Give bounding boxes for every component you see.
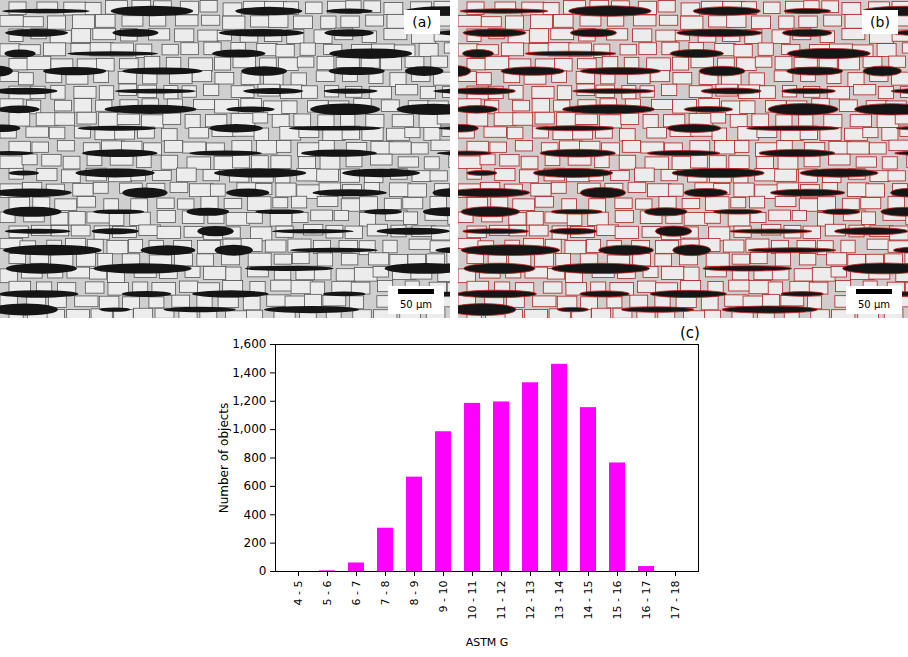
svg-text:16 - 17: 16 - 17 (640, 581, 653, 620)
svg-text:1,600: 1,600 (232, 337, 266, 351)
svg-text:15 - 16: 15 - 16 (611, 581, 624, 620)
svg-text:7 - 8: 7 - 8 (379, 581, 392, 606)
svg-text:1,200: 1,200 (232, 394, 266, 408)
svg-text:14 - 15: 14 - 15 (582, 581, 595, 620)
svg-text:1,400: 1,400 (232, 366, 266, 380)
svg-text:13 - 14: 13 - 14 (553, 581, 566, 620)
svg-text:50 μm: 50 μm (858, 299, 890, 310)
svg-text:400: 400 (244, 508, 267, 522)
svg-text:50 μm: 50 μm (400, 299, 432, 310)
svg-text:600: 600 (244, 479, 267, 493)
svg-text:1,000: 1,000 (232, 422, 266, 436)
svg-text:(a): (a) (412, 14, 432, 30)
svg-text:4 - 5: 4 - 5 (292, 581, 305, 606)
svg-text:(b): (b) (870, 14, 890, 30)
svg-text:800: 800 (244, 451, 267, 465)
svg-text:5 - 6: 5 - 6 (321, 581, 334, 606)
svg-text:200: 200 (244, 536, 267, 550)
svg-text:11 - 12: 11 - 12 (495, 581, 508, 620)
svg-text:8 - 9: 8 - 9 (408, 581, 421, 606)
svg-text:ASTM G: ASTM G (466, 636, 509, 649)
svg-text:0: 0 (259, 564, 267, 578)
svg-text:Number of objects: Number of objects (217, 403, 231, 514)
svg-text:17 - 18: 17 - 18 (669, 581, 682, 620)
html-text:(c): (c) (680, 324, 700, 342)
svg-text:9 - 10: 9 - 10 (437, 581, 450, 613)
svg-text:10 - 11: 10 - 11 (466, 581, 479, 620)
svg-text:12 - 13: 12 - 13 (524, 581, 537, 620)
svg-text:6 - 7: 6 - 7 (350, 581, 363, 606)
